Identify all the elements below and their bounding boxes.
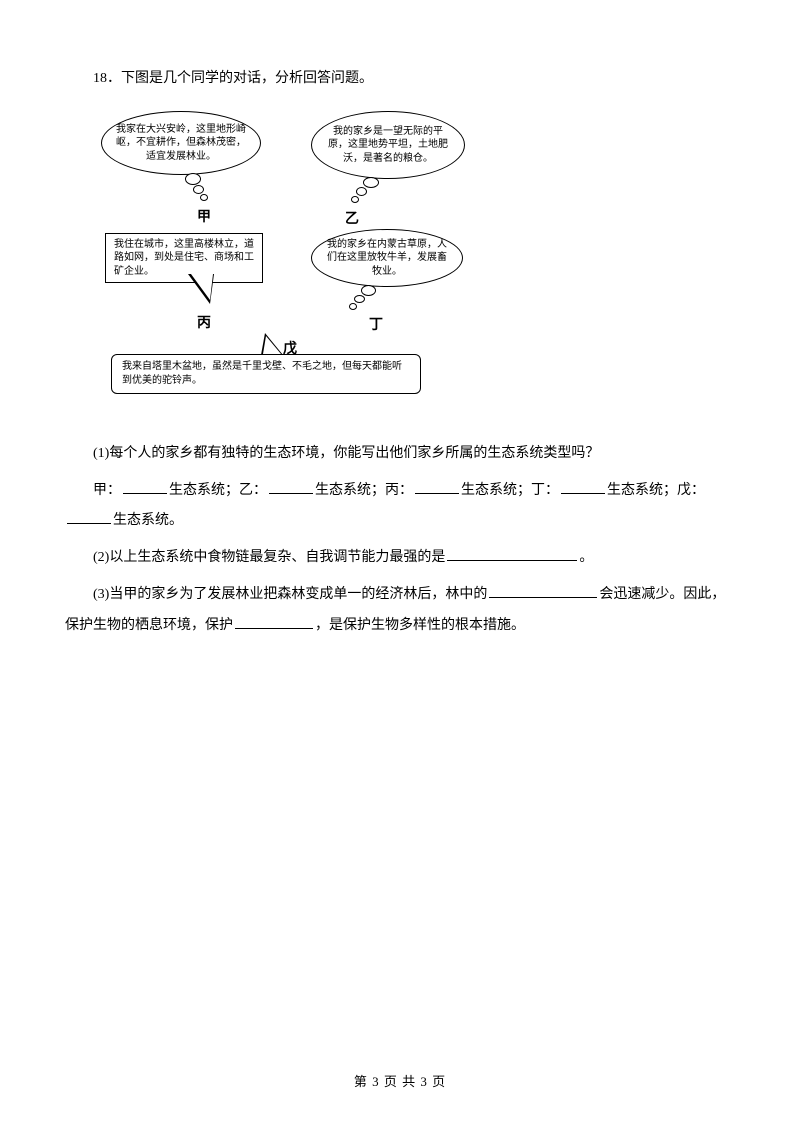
blank-jia[interactable] (123, 479, 167, 494)
blank-yi[interactable] (269, 479, 313, 494)
bubble-yi-dot1 (363, 177, 379, 188)
q1-bing-label: 丙： (385, 483, 413, 498)
bubble-yi-text: 我的家乡是一望无际的平原，这里地势平坦，土地肥沃，是著名的粮仓。 (312, 125, 464, 166)
blank-q3b[interactable] (235, 614, 313, 629)
wu-tail (261, 333, 283, 355)
eco5: 生态系统。 (113, 513, 183, 528)
page-footer: 第 3 页 共 3 页 (0, 1071, 800, 1090)
q2: (2)以上生态系统中食物链最复杂、自我调节能力最强的是 。 (65, 543, 735, 574)
bubble-ding-text: 我的家乡在内蒙古草原，人们在这里放牧牛羊，发展畜牧业。 (312, 238, 462, 279)
name-yi: 乙 (345, 203, 359, 234)
q3c: ，是保护生物多样性的根本措施。 (315, 618, 525, 633)
bubble-ding-dot3 (349, 303, 357, 310)
blank-ding[interactable] (561, 479, 605, 494)
box-wu: 我来自塔里木盆地，虽然是千里戈壁、不毛之地，但每天都能听到优美的驼铃声。 (111, 354, 421, 394)
eco3: 生态系统； (461, 483, 531, 498)
speech-bing-tail (188, 274, 214, 304)
bubble-ding-dot2 (354, 295, 365, 303)
name-ding: 丁 (369, 309, 383, 340)
bubble-jia-text: 我家在大兴安岭，这里地形崎岖，不宜耕作，但森林茂密，适宜发展林业。 (102, 123, 260, 164)
q1-jia-label: 甲： (93, 483, 121, 498)
speech-bing-text: 我住在城市，这里高楼林立，道路如网，到处是住宅、商场和工矿企业。 (114, 239, 254, 277)
eco2: 生态系统； (315, 483, 385, 498)
bubble-jia-dot3 (200, 194, 208, 201)
q1-wu-label: 戊： (677, 483, 705, 498)
eco4: 生态系统； (607, 483, 677, 498)
box-wu-text: 我来自塔里木盆地，虽然是千里戈壁、不毛之地，但每天都能听到优美的驼铃声。 (122, 361, 402, 386)
question-number: 18 (93, 71, 107, 86)
bubble-yi-dot3 (351, 196, 359, 203)
question-intro: 18．下图是几个同学的对话，分析回答问题。 (65, 64, 735, 95)
q1-yi-label: 乙： (239, 483, 267, 498)
q2-text: (2)以上生态系统中食物链最复杂、自我调节能力最强的是 (93, 550, 445, 565)
dialogue-diagram: 我家在大兴安岭，这里地形崎岖，不宜耕作，但森林茂密，适宜发展林业。 甲 我的家乡… (93, 111, 483, 421)
q2-end: 。 (579, 550, 593, 565)
blank-q3a[interactable] (489, 583, 597, 598)
bubble-jia-dot1 (185, 173, 201, 185)
blank-bing[interactable] (415, 479, 459, 494)
bubble-ding: 我的家乡在内蒙古草原，人们在这里放牧牛羊，发展畜牧业。 (311, 229, 463, 287)
q1-blanks: 甲：生态系统；乙：生态系统；丙：生态系统；丁：生态系统；戊：生态系统。 (65, 476, 735, 538)
q3: (3)当甲的家乡为了发展林业把森林变成单一的经济林后，林中的会迅速减少。因此，保… (65, 580, 735, 642)
speech-bing: 我住在城市，这里高楼林立，道路如网，到处是住宅、商场和工矿企业。 (105, 233, 263, 284)
name-bing: 丙 (197, 307, 211, 338)
page-content: 18．下图是几个同学的对话，分析回答问题。 我家在大兴安岭，这里地形崎岖，不宜耕… (0, 0, 800, 642)
name-jia: 甲 (197, 201, 211, 232)
bubble-ding-dot1 (361, 285, 376, 296)
bubble-yi-dot2 (356, 187, 367, 196)
bubble-jia: 我家在大兴安岭，这里地形崎岖，不宜耕作，但森林茂密，适宜发展林业。 (101, 111, 261, 175)
question-intro-text: ．下图是几个同学的对话，分析回答问题。 (107, 71, 373, 86)
blank-wu[interactable] (67, 509, 111, 524)
q1-ding-label: 丁： (531, 483, 559, 498)
bubble-jia-dot2 (193, 185, 204, 194)
q3a: (3)当甲的家乡为了发展林业把森林变成单一的经济林后，林中的 (93, 587, 487, 602)
blank-q2[interactable] (447, 546, 577, 561)
bubble-yi: 我的家乡是一望无际的平原，这里地势平坦，土地肥沃，是著名的粮仓。 (311, 111, 465, 179)
q1-lead: (1)每个人的家乡都有独特的生态环境，你能写出他们家乡所属的生态系统类型吗？ (65, 439, 735, 470)
eco1: 生态系统； (169, 483, 239, 498)
